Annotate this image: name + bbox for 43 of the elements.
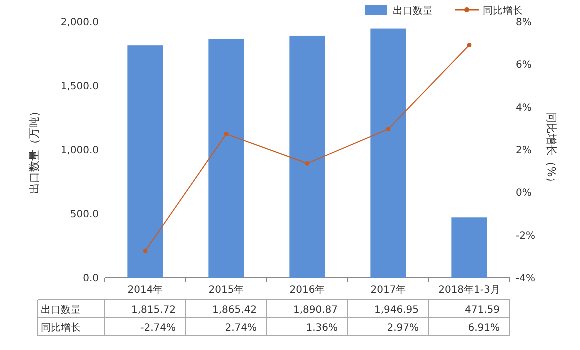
data-label: 471.59 <box>465 305 500 316</box>
x-tick-label: 2017年 <box>370 284 406 296</box>
y2-tick-label: -4% <box>516 274 536 284</box>
legend-label: 出口数量 <box>393 5 433 17</box>
y2-tick-label: 4% <box>516 102 532 114</box>
data-label: 1.36% <box>306 323 338 334</box>
y2-tick-label: 0% <box>516 188 532 200</box>
y-tick-label: 1,000.0 <box>60 146 99 156</box>
data-label: 1,865.42 <box>212 305 257 316</box>
point <box>386 127 391 132</box>
point <box>224 132 229 136</box>
y-tick-label: 2,000.0 <box>60 18 99 28</box>
point <box>467 43 472 48</box>
bar <box>290 36 326 278</box>
text: 同比增长 <box>41 323 81 334</box>
bar <box>452 218 488 278</box>
x-tick-label: 2016年 <box>290 284 326 296</box>
data-label: 2.97% <box>387 323 419 334</box>
y2-axis-title: 同比增长（%） <box>545 112 558 188</box>
data-label: 2.74% <box>225 323 257 334</box>
bar <box>208 39 244 278</box>
text: 出口数量 <box>41 305 81 316</box>
data-label: -2.74% <box>140 323 176 334</box>
y-tick-label: 0.0 <box>83 274 99 284</box>
data-label: 6.91% <box>468 323 500 334</box>
data-label: 1,815.72 <box>131 305 176 316</box>
point <box>305 161 310 166</box>
x-tick-label: 2018年1-3月 <box>438 284 500 296</box>
y2-tick-label: 2% <box>516 146 532 156</box>
y2-tick-label: 6% <box>516 60 532 72</box>
y2-tick-label: 8% <box>516 18 532 28</box>
x-tick-label: 2015年 <box>208 284 244 296</box>
data-label: 1,946.95 <box>374 305 419 316</box>
data-label: 1,890.87 <box>293 305 338 316</box>
y-axis-title: 出口数量（万吨） <box>28 106 41 194</box>
y-tick-label: 500.0 <box>70 210 99 220</box>
y-tick-label: 1,500.0 <box>60 82 99 92</box>
bar <box>370 28 406 278</box>
x-tick-label: 2014年 <box>128 284 164 296</box>
bar <box>128 46 164 278</box>
y2-tick-label: -2% <box>516 230 536 242</box>
point <box>143 248 148 254</box>
legend-label: 同比增长 <box>483 5 523 17</box>
